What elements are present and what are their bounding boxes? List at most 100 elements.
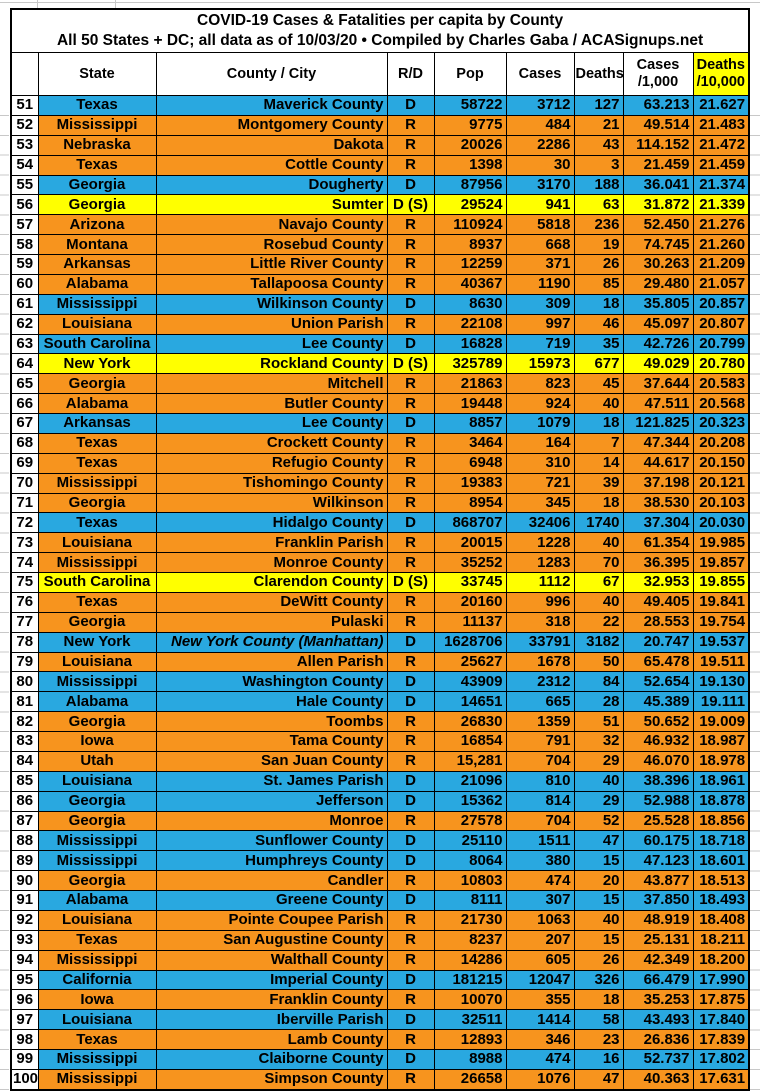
cell-rd: R [386, 552, 435, 573]
cell-rd: R [386, 750, 435, 772]
cell-cases: 30 [505, 154, 575, 176]
cell-rank: 64 [10, 353, 39, 375]
table-row: 76 Texas DeWitt County R 20160 996 40 49.405 19.… [10, 591, 750, 613]
cell-rd: R [386, 273, 435, 295]
cell-rank: 95 [10, 969, 39, 991]
cell-rd: R [386, 254, 435, 275]
cell-state: Mississippi [37, 850, 157, 872]
cell-deaths: 3182 [573, 631, 624, 653]
cell-cases-per-1000: 49.405 [622, 591, 694, 613]
cell-deaths: 45 [573, 373, 624, 395]
cell-deaths-per-10000: 18.200 [692, 949, 750, 971]
cell-cases: 1359 [505, 711, 575, 732]
cell-pop: 20160 [433, 591, 507, 613]
cell-deaths: 51 [573, 711, 624, 732]
cell-pop: 11137 [433, 611, 507, 633]
cell-cases-per-1000: 63.213 [622, 95, 694, 116]
col-header-deaths: Deaths [573, 52, 624, 96]
cell-pop: 8937 [433, 234, 507, 255]
cell-state: New York [37, 353, 157, 375]
cell-cases-per-1000: 65.478 [622, 651, 694, 673]
cell-state: Georgia [37, 174, 157, 196]
table-row: 55 Georgia Dougherty D 87956 3170 188 36.041 21.… [10, 174, 750, 196]
cell-cases-per-1000: 38.396 [622, 770, 694, 792]
table-row: 75 South Carolina Clarendon County D (S) 337… [10, 572, 750, 593]
cell-deaths: 14 [573, 452, 624, 474]
cell-state: Georgia [37, 194, 157, 216]
cell-deaths-per-10000: 21.374 [692, 174, 750, 196]
cell-rd: D (S) [386, 353, 435, 375]
cell-pop: 16828 [433, 333, 507, 355]
cell-deaths: 29 [573, 790, 624, 812]
cell-deaths-per-10000: 20.807 [692, 313, 750, 335]
cell-county: Sunflower County [155, 830, 388, 852]
cell-deaths-per-10000: 19.855 [692, 572, 750, 593]
cell-deaths: 40 [573, 393, 624, 414]
cell-rd: D [386, 333, 435, 355]
cell-state: New York [37, 631, 157, 653]
table-row: 77 Georgia Pulaski R 11137 318 22 28.553 19.754 [10, 611, 750, 633]
table-row: 93 Texas San Augustine County R 8237 207 15 25.… [10, 929, 750, 951]
cell-cases: 164 [505, 432, 575, 454]
table-row: 89 Mississippi Humphreys County D 8064 380 15 4… [10, 850, 750, 872]
cell-county: Rosebud County [155, 234, 388, 255]
cell-deaths-per-10000: 19.009 [692, 711, 750, 732]
cell-county: Franklin County [155, 989, 388, 1011]
cell-county: Lamb County [155, 1029, 388, 1050]
cell-cases-per-1000: 45.097 [622, 313, 694, 335]
cell-rank: 54 [10, 154, 39, 176]
cell-deaths-per-10000: 18.601 [692, 850, 750, 872]
cell-rank: 56 [10, 194, 39, 216]
cell-deaths-per-10000: 21.260 [692, 234, 750, 255]
cell-deaths-per-10000: 21.472 [692, 134, 750, 156]
title-line1: COVID-19 Cases & Fatalities per capita b… [197, 12, 564, 29]
cell-rd: D [386, 95, 435, 116]
cell-county: San Juan County [155, 750, 388, 772]
cell-rd: R [386, 909, 435, 931]
cell-rd: R [386, 393, 435, 414]
cell-rank: 76 [10, 591, 39, 613]
cell-county: Dougherty [155, 174, 388, 196]
table-row: 57 Arizona Navajo County R 110924 5818 236 52.4… [10, 214, 750, 236]
cell-pop: 181215 [433, 969, 507, 991]
cell-pop: 15,281 [433, 750, 507, 772]
table-row: 92 Louisiana Pointe Coupee Parish R 21730 106… [10, 909, 750, 931]
cell-state: Texas [37, 154, 157, 176]
cell-rank: 66 [10, 393, 39, 414]
cell-deaths: 18 [573, 989, 624, 1011]
cell-deaths: 15 [573, 929, 624, 951]
cell-deaths-per-10000: 20.780 [692, 353, 750, 375]
deaths-per-10000-line1: Deaths [696, 57, 745, 73]
cell-cases: 704 [505, 810, 575, 832]
cell-deaths: 28 [573, 691, 624, 713]
covid-county-table: COVID-19 Cases & Fatalities per capita b… [10, 8, 751, 1091]
cell-county: Mitchell [155, 373, 388, 395]
cell-state: Arkansas [37, 254, 157, 275]
table-row: 100 Mississippi Simpson County R 26658 1076 47… [10, 1068, 750, 1091]
cell-pop: 21863 [433, 373, 507, 395]
cell-rank: 67 [10, 413, 39, 434]
cell-state: Mississippi [37, 1068, 157, 1091]
cell-county: Lee County [155, 333, 388, 355]
col-header-rd: R/D [386, 52, 435, 96]
cell-cases-per-1000: 49.514 [622, 114, 694, 136]
cell-deaths-per-10000: 19.985 [692, 532, 750, 554]
cell-cases: 1190 [505, 273, 575, 295]
cell-deaths: 1740 [573, 512, 624, 534]
cell-deaths-per-10000: 19.111 [692, 691, 750, 713]
cell-deaths-per-10000: 18.408 [692, 909, 750, 931]
cell-cases: 941 [505, 194, 575, 216]
cell-deaths: 18 [573, 413, 624, 434]
cell-deaths-per-10000: 20.323 [692, 413, 750, 434]
table-row: 67 Arkansas Lee County D 8857 1079 18 121.825 20… [10, 413, 750, 434]
cell-county: Iberville Parish [155, 1009, 388, 1031]
cell-deaths: 67 [573, 572, 624, 593]
cell-rank: 52 [10, 114, 39, 136]
cell-county: Candler [155, 870, 388, 891]
cell-pop: 1628706 [433, 631, 507, 653]
cell-deaths-per-10000: 21.459 [692, 154, 750, 176]
table-row: 65 Georgia Mitchell R 21863 823 45 37.644 20.583 [10, 373, 750, 395]
cell-cases: 355 [505, 989, 575, 1011]
cell-county: Refugio County [155, 452, 388, 474]
cell-county: Lee County [155, 413, 388, 434]
